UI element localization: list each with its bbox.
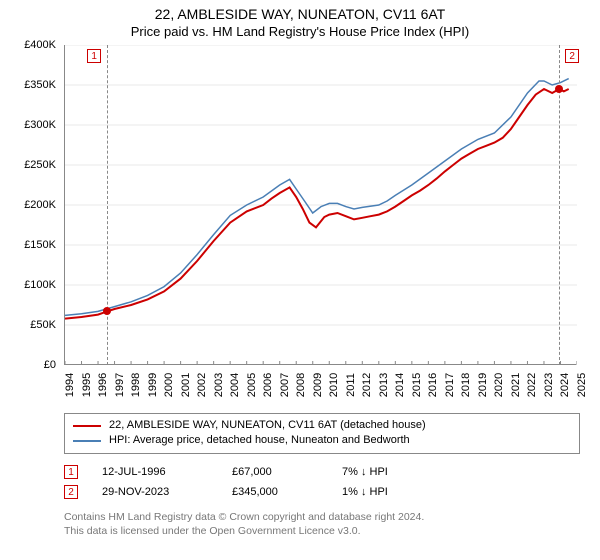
chart-container: 22, AMBLESIDE WAY, NUNEATON, CV11 6AT Pr… xyxy=(0,0,600,544)
footer-line-1: Contains HM Land Registry data © Crown c… xyxy=(64,510,580,524)
transaction-stat: 7% ↓ HPI xyxy=(342,466,422,478)
transaction-badge: 2 xyxy=(64,485,78,499)
x-axis-label: 2017 xyxy=(444,373,456,397)
x-axis-label: 1994 xyxy=(64,373,76,397)
x-axis-label: 2009 xyxy=(312,373,324,397)
x-axis-label: 1996 xyxy=(97,373,109,397)
marker-guideline xyxy=(107,45,108,365)
legend-item: HPI: Average price, detached house, Nune… xyxy=(73,433,571,448)
x-axis-label: 2018 xyxy=(460,373,472,397)
legend-label: 22, AMBLESIDE WAY, NUNEATON, CV11 6AT (d… xyxy=(109,418,426,433)
transaction-badge: 1 xyxy=(64,465,78,479)
y-axis-label: £50K xyxy=(30,319,56,331)
legend: 22, AMBLESIDE WAY, NUNEATON, CV11 6AT (d… xyxy=(64,413,580,454)
x-axis-label: 1999 xyxy=(147,373,159,397)
x-axis-label: 2003 xyxy=(213,373,225,397)
x-axis-label: 2019 xyxy=(477,373,489,397)
x-axis-label: 2022 xyxy=(526,373,538,397)
legend-swatch xyxy=(73,440,101,442)
x-axis-label: 1998 xyxy=(130,373,142,397)
marker-badge: 1 xyxy=(87,49,101,63)
x-axis-label: 2011 xyxy=(345,373,357,397)
transaction-table: 1 12-JUL-1996£67,0007% ↓ HPI 2 29-NOV-2023£… xyxy=(64,462,580,502)
attribution-footer: Contains HM Land Registry data © Crown c… xyxy=(64,510,580,538)
x-axis-label: 2012 xyxy=(361,373,373,397)
transaction-date: 12-JUL-1996 xyxy=(102,466,232,478)
x-axis-label: 2023 xyxy=(543,373,555,397)
y-axis-label: £200K xyxy=(24,199,56,211)
x-axis-label: 2015 xyxy=(411,373,423,397)
x-axis-label: 1995 xyxy=(81,373,93,397)
x-axis-label: 2005 xyxy=(246,373,258,397)
chart-area: 12 £0£50K£100K£150K£200K£250K£300K£350K£… xyxy=(20,45,580,405)
legend-swatch xyxy=(73,425,101,427)
x-axis-label: 2008 xyxy=(295,373,307,397)
x-axis-label: 2016 xyxy=(427,373,439,397)
x-axis-label: 2013 xyxy=(378,373,390,397)
footer-line-2: This data is licensed under the Open Gov… xyxy=(64,524,580,538)
y-axis-label: £250K xyxy=(24,159,56,171)
y-axis-label: £400K xyxy=(24,39,56,51)
transaction-price: £345,000 xyxy=(232,486,342,498)
marker-badge: 2 xyxy=(565,49,579,63)
transaction-row: 1 12-JUL-1996£67,0007% ↓ HPI xyxy=(64,462,580,482)
x-axis-label: 1997 xyxy=(114,373,126,397)
x-axis-label: 2000 xyxy=(163,373,175,397)
legend-item: 22, AMBLESIDE WAY, NUNEATON, CV11 6AT (d… xyxy=(73,418,571,433)
legend-label: HPI: Average price, detached house, Nune… xyxy=(109,433,410,448)
transaction-row: 2 29-NOV-2023£345,0001% ↓ HPI xyxy=(64,482,580,502)
transaction-stat: 1% ↓ HPI xyxy=(342,486,422,498)
x-axis-label: 2004 xyxy=(229,373,241,397)
x-axis-label: 2007 xyxy=(279,373,291,397)
x-axis-label: 2024 xyxy=(559,373,571,397)
marker-guideline xyxy=(559,45,560,365)
x-axis-label: 2014 xyxy=(394,373,406,397)
x-axis-label: 2021 xyxy=(510,373,522,397)
y-axis-label: £100K xyxy=(24,279,56,291)
x-axis-label: 2020 xyxy=(493,373,505,397)
chart-subtitle: Price paid vs. HM Land Registry's House … xyxy=(10,24,590,39)
chart-svg xyxy=(65,45,577,365)
y-axis-label: £0 xyxy=(44,359,56,371)
x-axis-label: 2001 xyxy=(180,373,192,397)
x-axis-label: 2025 xyxy=(576,373,588,397)
x-axis-label: 2010 xyxy=(328,373,340,397)
transaction-price: £67,000 xyxy=(232,466,342,478)
marker-dot xyxy=(555,85,563,93)
marker-dot xyxy=(103,307,111,315)
x-axis-label: 2006 xyxy=(262,373,274,397)
plot-area: 12 xyxy=(64,45,576,365)
chart-title: 22, AMBLESIDE WAY, NUNEATON, CV11 6AT xyxy=(10,6,590,22)
series-line xyxy=(65,79,569,316)
transaction-date: 29-NOV-2023 xyxy=(102,486,232,498)
x-axis-label: 2002 xyxy=(196,373,208,397)
series-line xyxy=(65,89,569,319)
y-axis-label: £350K xyxy=(24,79,56,91)
y-axis-label: £300K xyxy=(24,119,56,131)
y-axis-label: £150K xyxy=(24,239,56,251)
